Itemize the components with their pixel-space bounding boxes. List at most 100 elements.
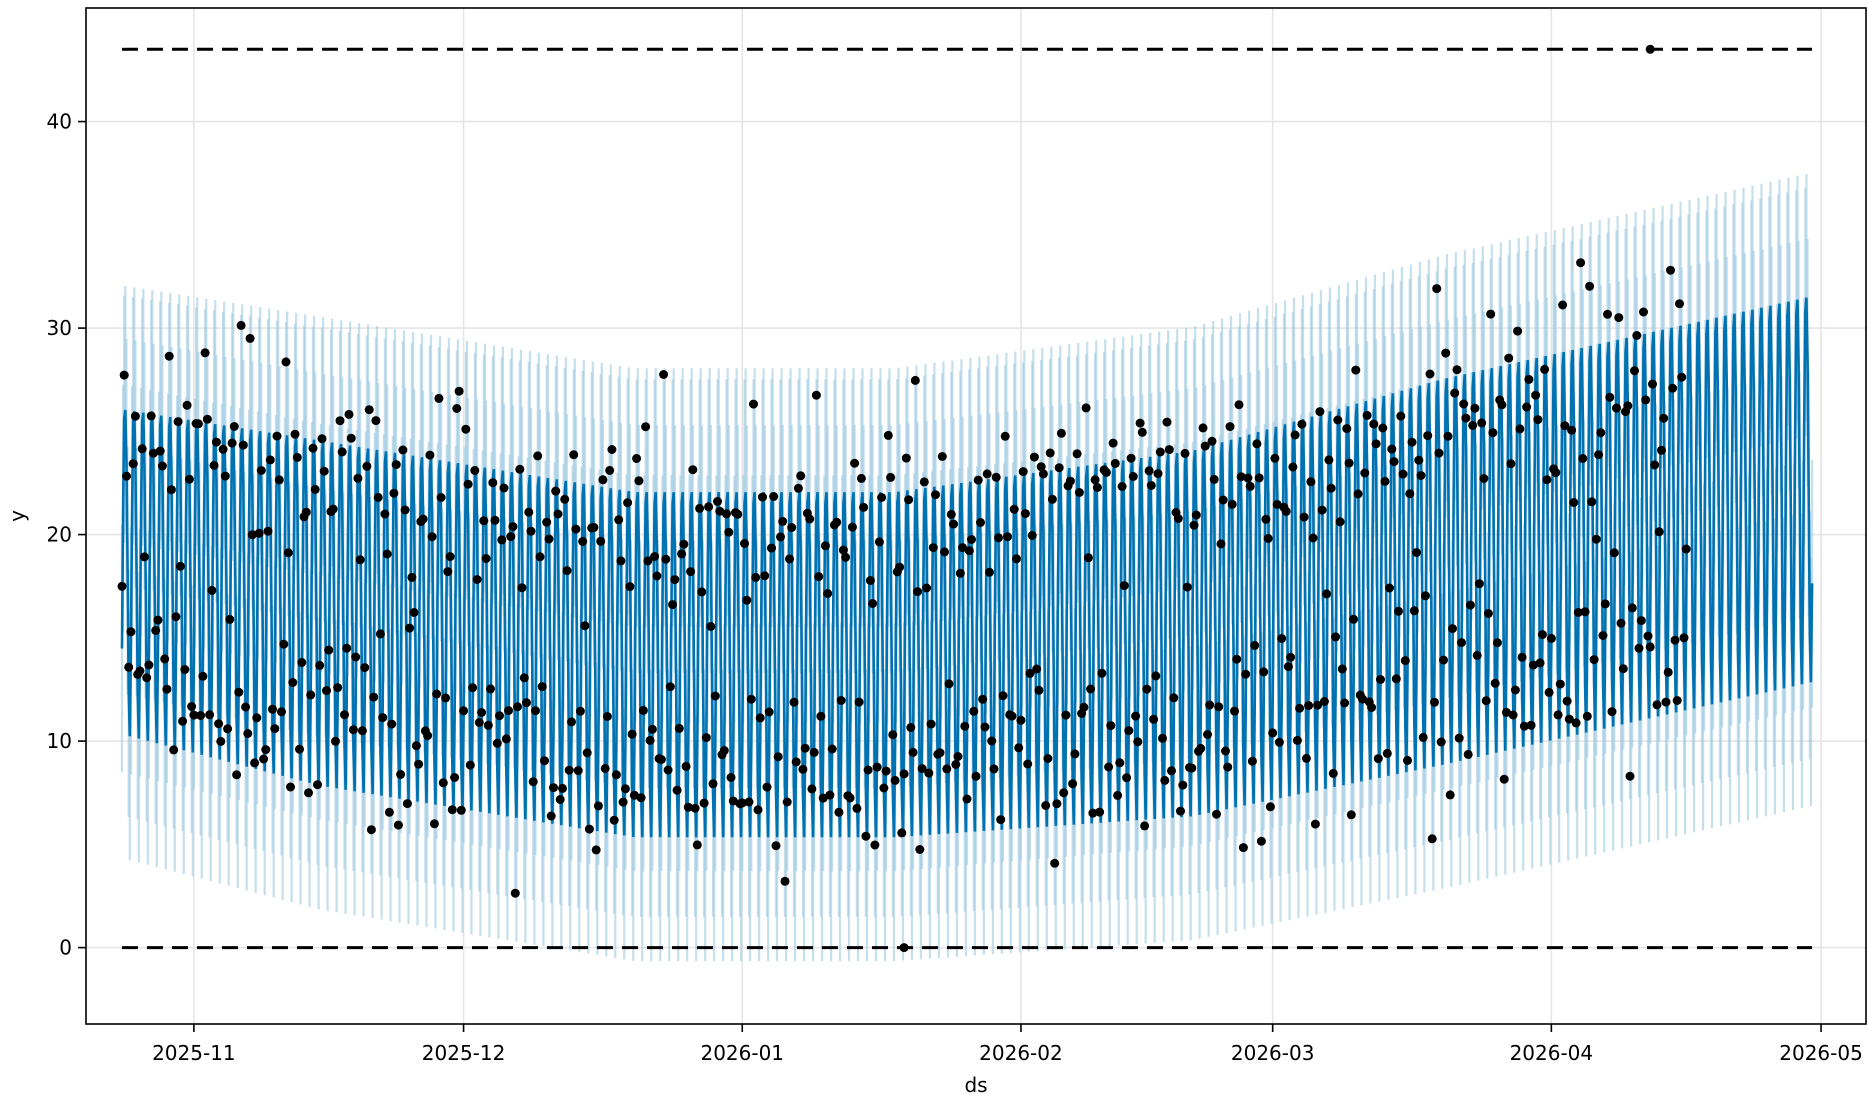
observation-point: [753, 805, 763, 815]
observation-point: [881, 766, 891, 776]
observation-point: [443, 567, 453, 577]
observation-point: [391, 460, 401, 470]
observation-point: [508, 522, 518, 532]
observation-point: [1605, 392, 1615, 402]
observation-point: [1457, 638, 1466, 648]
observation-point: [793, 483, 803, 493]
observation-point: [1578, 454, 1588, 463]
observation-point: [317, 434, 327, 444]
observation-point: [425, 450, 435, 460]
observation-point: [1407, 437, 1417, 447]
observation-point: [1398, 469, 1408, 479]
observation-point: [623, 498, 633, 508]
observation-point: [461, 424, 471, 434]
observations-layer: [117, 44, 1691, 953]
observation-point: [1510, 685, 1520, 695]
observation-point: [135, 666, 145, 676]
observation-point: [1164, 445, 1174, 455]
observation-point: [1452, 365, 1462, 375]
observation-point: [1250, 640, 1260, 650]
observation-point: [958, 543, 967, 553]
observation-point: [441, 693, 451, 703]
observation-point: [1304, 701, 1314, 711]
observation-point: [562, 566, 572, 576]
observation-point: [1207, 436, 1217, 446]
observation-point: [847, 522, 857, 532]
observation-point: [490, 515, 500, 525]
observation-point: [564, 765, 574, 775]
observation-point: [663, 765, 673, 775]
observation-point: [773, 752, 783, 762]
observation-point: [1252, 439, 1262, 449]
observation-point: [1095, 807, 1105, 817]
observation-point: [189, 710, 199, 720]
observation-point: [313, 780, 322, 790]
observation-point: [1663, 667, 1673, 677]
observation-point: [479, 516, 489, 526]
observation-point: [811, 390, 821, 400]
observation-point: [1486, 309, 1496, 319]
observation-point: [591, 845, 601, 855]
observation-point: [1636, 616, 1646, 626]
observation-point: [845, 793, 855, 803]
observation-point: [234, 687, 244, 697]
observation-point: [1481, 696, 1491, 706]
observation-point: [800, 743, 810, 753]
observation-point: [989, 764, 999, 774]
observation-point: [1003, 532, 1012, 542]
observation-point: [1607, 707, 1617, 717]
observation-point: [290, 429, 300, 439]
observation-point: [445, 552, 455, 562]
observation-point: [229, 422, 239, 431]
observation-point: [798, 764, 808, 774]
observation-point: [949, 519, 958, 529]
observation-point: [207, 585, 217, 595]
observation-point: [645, 735, 655, 745]
observation-point: [618, 797, 628, 807]
observation-point: [205, 710, 215, 720]
observation-point: [998, 691, 1008, 701]
observation-point: [778, 516, 788, 526]
observation-point: [1106, 721, 1116, 731]
observation-point: [384, 807, 394, 817]
observation-point: [931, 490, 940, 500]
observation-point: [1535, 658, 1545, 668]
observation-point: [438, 778, 448, 788]
observation-point: [1122, 773, 1132, 783]
y-tick-label: 0: [59, 936, 72, 960]
observation-point: [1598, 631, 1608, 640]
observation-point: [1603, 309, 1612, 319]
observation-point: [1627, 603, 1637, 613]
observation-point: [1131, 711, 1141, 721]
observation-point: [1587, 497, 1597, 507]
observation-point: [1173, 514, 1183, 523]
observation-point: [674, 723, 684, 733]
x-tick-label: 2026-02: [979, 1041, 1063, 1065]
observation-point: [173, 417, 183, 427]
observation-point: [209, 460, 219, 470]
observation-point: [148, 448, 158, 458]
observation-point: [295, 744, 304, 754]
observation-point: [193, 419, 203, 429]
observation-point: [452, 404, 462, 413]
observation-point: [1016, 715, 1026, 725]
observation-point: [450, 773, 460, 782]
observation-point: [1562, 696, 1572, 706]
observation-point: [1292, 735, 1302, 745]
observation-point: [558, 783, 567, 793]
observation-point: [1162, 417, 1172, 427]
observation-point: [1634, 643, 1644, 653]
observation-point: [1468, 420, 1478, 430]
observation-point: [1281, 506, 1291, 516]
observation-point: [697, 587, 707, 597]
observation-point: [1340, 698, 1350, 708]
observation-point: [281, 357, 291, 367]
observation-point: [1254, 473, 1264, 483]
observation-point: [940, 547, 949, 557]
observation-point: [861, 831, 871, 841]
observation-point: [982, 469, 992, 479]
observation-point: [472, 575, 482, 584]
observation-point: [888, 730, 898, 740]
observation-point: [515, 464, 525, 474]
observation-point: [1126, 453, 1136, 463]
